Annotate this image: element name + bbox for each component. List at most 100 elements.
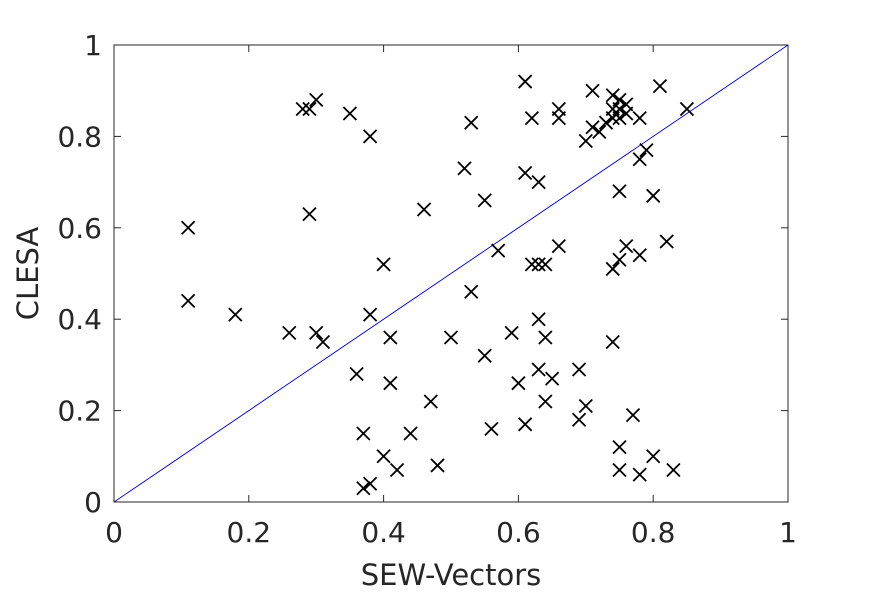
data-point-marker — [423, 394, 438, 409]
x-tick-label: 0 — [105, 516, 123, 549]
data-point-marker — [531, 257, 546, 272]
data-point-marker — [518, 74, 533, 89]
data-point-marker — [302, 206, 317, 222]
data-point-marker — [551, 110, 566, 126]
plot-area: 0 0.2 0.4 0.6 0.8 1 0 0.2 0.4 0.6 0.8 1 — [57, 29, 796, 549]
x-tick-label: 0.8 — [631, 516, 676, 549]
data-point-marker — [639, 142, 654, 158]
data-point-marker — [356, 426, 371, 441]
data-point-marker — [632, 467, 647, 482]
data-point-marker — [612, 252, 627, 267]
data-point-marker — [376, 257, 391, 272]
data-point-marker — [625, 408, 641, 423]
y-tick-label: 0.8 — [57, 120, 102, 153]
data-point-marker — [538, 257, 553, 272]
data-point-marker — [632, 152, 647, 167]
data-point-marker — [538, 394, 553, 409]
data-point-marker — [666, 462, 681, 478]
data-point-marker — [538, 330, 553, 345]
y-tick-label: 1 — [84, 29, 102, 62]
data-point-marker — [477, 348, 492, 363]
x-axis-label: SEW-Vectors — [361, 558, 542, 592]
data-point-marker — [585, 120, 600, 135]
data-points — [181, 74, 695, 496]
axes-frame — [113, 44, 789, 503]
data-point-marker — [518, 165, 533, 181]
data-point-marker — [457, 161, 472, 176]
data-point-marker — [349, 366, 364, 382]
data-point-marker — [315, 334, 331, 350]
data-point-marker — [342, 106, 358, 121]
reference-diagonal-line — [113, 44, 789, 503]
data-point-marker — [443, 330, 459, 345]
data-point-marker — [511, 376, 526, 391]
data-point-marker — [578, 398, 593, 414]
data-point-marker — [362, 476, 378, 491]
y-tick-label: 0 — [84, 486, 102, 519]
data-point-marker — [612, 462, 627, 478]
x-tick-label: 0.2 — [227, 516, 272, 549]
x-axis-ticks: 0 0.2 0.4 0.6 0.8 1 — [105, 45, 797, 549]
data-point-marker — [652, 78, 668, 94]
data-point-marker — [659, 234, 674, 249]
data-point-marker — [464, 115, 479, 130]
data-point-marker — [504, 325, 519, 341]
data-point-marker — [403, 426, 418, 441]
x-tick-label: 0.4 — [361, 516, 406, 549]
data-point-marker — [646, 188, 661, 203]
data-point-marker — [632, 248, 647, 263]
data-point-marker — [302, 101, 317, 117]
y-tick-label: 0.4 — [57, 303, 102, 336]
data-point-marker — [416, 202, 432, 217]
y-tick-label: 0.2 — [57, 395, 102, 428]
data-point-marker — [612, 184, 627, 199]
data-point-marker — [605, 88, 620, 103]
data-point-marker — [430, 458, 445, 473]
x-tick-label: 0.6 — [496, 516, 541, 549]
data-point-marker — [679, 101, 695, 117]
data-point-marker — [592, 124, 607, 139]
data-point-marker — [309, 325, 324, 341]
data-point-marker — [484, 421, 499, 437]
data-point-marker — [585, 83, 600, 98]
data-point-marker — [605, 261, 620, 277]
data-point-marker — [524, 110, 540, 126]
data-point-marker — [383, 376, 398, 391]
data-point-marker — [531, 312, 546, 327]
data-point-marker — [491, 243, 506, 258]
data-point-marker — [551, 238, 566, 254]
data-point-marker — [619, 238, 634, 254]
y-tick-label: 0.6 — [57, 212, 102, 245]
x-tick-label: 1 — [779, 516, 797, 549]
data-point-marker — [376, 449, 391, 464]
data-point-marker — [228, 307, 243, 322]
data-point-marker — [531, 362, 546, 377]
data-point-marker — [389, 462, 405, 478]
data-point-marker — [531, 174, 546, 190]
data-point-marker — [605, 334, 620, 350]
data-point-marker — [619, 106, 634, 121]
data-point-marker — [464, 284, 479, 299]
data-point-marker — [309, 92, 324, 107]
data-point-marker — [612, 110, 627, 126]
data-point-marker — [362, 129, 378, 144]
data-point-marker — [282, 325, 297, 341]
data-point-marker — [477, 193, 492, 208]
y-axis-ticks: 0 0.2 0.4 0.6 0.8 1 — [57, 29, 788, 519]
data-point-marker — [605, 110, 620, 126]
data-point-marker — [632, 110, 647, 126]
data-point-marker — [524, 257, 540, 272]
data-point-marker — [295, 101, 310, 117]
data-point-marker — [356, 481, 371, 496]
data-point-marker — [383, 330, 398, 345]
data-point-marker — [362, 307, 378, 322]
data-point-marker — [181, 293, 196, 309]
data-point-marker — [518, 417, 533, 432]
data-point-marker — [612, 440, 627, 455]
y-axis-label: CLESA — [11, 227, 45, 321]
data-point-marker — [571, 412, 587, 427]
data-point-marker — [181, 220, 196, 235]
data-point-marker — [578, 133, 593, 149]
data-point-marker — [646, 449, 661, 464]
